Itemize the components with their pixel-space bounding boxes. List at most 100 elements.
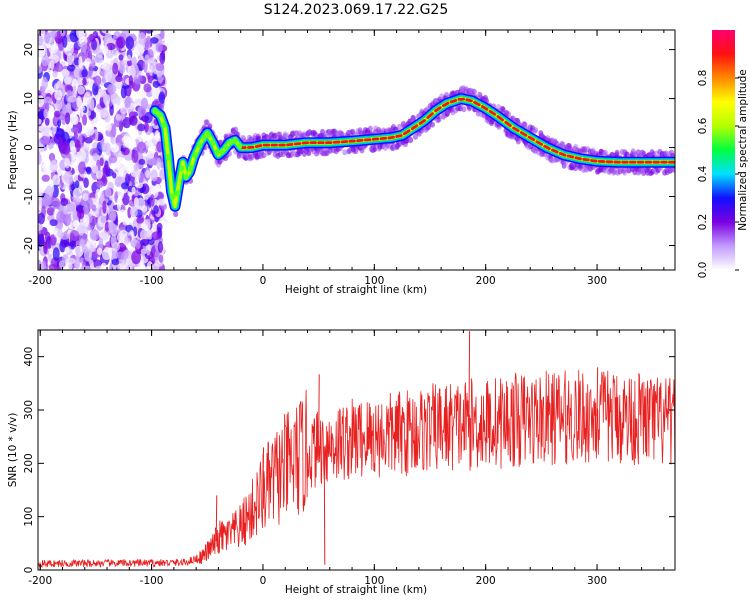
- noise-blob: [117, 209, 128, 220]
- x-tick-label: 0: [260, 275, 267, 287]
- snr-frame: [37, 329, 676, 571]
- y-tick-label: 10: [23, 92, 35, 105]
- colorbar-tick-label: 0.8: [697, 70, 709, 87]
- noise-blob: [102, 200, 107, 214]
- noise-blob: [96, 48, 104, 59]
- noise-blob: [62, 35, 68, 48]
- noise-blob: [158, 91, 166, 105]
- noise-blob: [49, 159, 58, 173]
- noise-blob: [122, 192, 130, 206]
- noise-blob: [49, 219, 58, 227]
- noise-blob: [45, 87, 54, 96]
- snr-x-axis: -200 -100 0 100 200 300: [28, 330, 665, 587]
- ridge-halo: [477, 91, 483, 98]
- noise-blob: [52, 174, 61, 186]
- noise-blob: [117, 186, 125, 200]
- noise-blob: [144, 111, 153, 124]
- noise-blob: [136, 141, 147, 154]
- ridge-core: [196, 141, 202, 149]
- noise-blob: [78, 161, 86, 175]
- ridge-core: [473, 100, 481, 107]
- ridge-core: [205, 131, 211, 139]
- ridge-halo: [515, 138, 521, 145]
- noise-blob: [112, 172, 117, 179]
- noise-blob: [66, 52, 74, 66]
- noise-blob: [91, 164, 99, 174]
- noise-blob: [110, 143, 120, 153]
- noise-blob: [145, 169, 151, 179]
- noise-blob: [103, 45, 109, 54]
- ridge-core: [228, 138, 234, 146]
- noise-blob: [82, 114, 88, 126]
- ridge-core: [527, 135, 536, 142]
- noise-blob: [129, 206, 138, 218]
- noise-blob: [104, 221, 110, 232]
- noise-blob: [147, 96, 153, 105]
- noise-blob: [56, 211, 66, 224]
- y-tick-label: 0: [23, 144, 35, 151]
- noise-blob: [144, 120, 149, 133]
- noise-blob: [69, 140, 75, 151]
- noise-blob: [38, 259, 42, 270]
- ridge-core: [161, 121, 167, 129]
- noise-blob: [92, 153, 99, 162]
- ridge-halo: [397, 123, 403, 130]
- noise-blob: [81, 69, 88, 78]
- ridge-core: [254, 144, 263, 148]
- ridge-halo: [522, 121, 528, 128]
- ridge-core: [512, 126, 520, 133]
- noise-blob: [121, 182, 129, 190]
- noise-blob: [44, 96, 52, 106]
- noise-blob: [75, 253, 80, 266]
- noise-blob: [82, 193, 89, 202]
- ridge-core: [434, 106, 442, 113]
- noise-blob: [66, 103, 72, 113]
- y-tick-label: 200: [23, 453, 35, 473]
- noise-blob: [134, 43, 145, 57]
- noise-blob: [81, 245, 88, 254]
- ridge-core: [465, 98, 473, 103]
- noise-blob: [38, 185, 46, 193]
- noise-blob: [67, 64, 76, 72]
- signal-ridge: [149, 85, 675, 218]
- noise-blob: [70, 114, 79, 125]
- noise-blob: [150, 169, 158, 182]
- noise-blob: [129, 115, 138, 126]
- noise-blob: [40, 135, 50, 146]
- ridge-core: [551, 148, 559, 154]
- noise-blob: [85, 125, 95, 136]
- noise-blob: [80, 265, 87, 270]
- x-tick-label: 100: [364, 275, 384, 287]
- noise-blob: [112, 62, 119, 75]
- spectrogram-x-label: Height of straight line (km): [285, 284, 427, 296]
- snr-spike: [262, 447, 265, 493]
- noise-blob: [89, 97, 95, 111]
- ridge-halo: [461, 106, 467, 113]
- noise-blob: [38, 212, 45, 225]
- noise-blob: [44, 31, 51, 44]
- noise-blob: [94, 75, 102, 86]
- noise-blob: [96, 170, 103, 179]
- ridge-core: [286, 142, 294, 147]
- noise-blob: [139, 238, 150, 247]
- noise-blob: [119, 229, 128, 239]
- x-tick-label: 100: [364, 575, 384, 587]
- noise-blob: [38, 151, 41, 165]
- noise-blob: [116, 36, 126, 49]
- ridge-halo: [614, 149, 620, 156]
- noise-blob: [120, 85, 127, 99]
- snr-y-axis: 0 100 200 300 400: [23, 347, 675, 573]
- noise-blob: [86, 197, 93, 205]
- noise-blob: [48, 106, 55, 119]
- noise-blob: [122, 116, 132, 129]
- colorbar-ticks: 0.0 0.2 0.4 0.6 0.8: [697, 70, 739, 278]
- spectrogram-area: [38, 30, 675, 270]
- ridge-core: [219, 148, 225, 156]
- noise-blob: [64, 246, 70, 254]
- ridge-core: [210, 139, 216, 146]
- noise-blob: [100, 110, 109, 117]
- snr-series-line: [38, 369, 675, 568]
- x-tick-label: -200: [28, 275, 52, 287]
- x-tick-label: 0: [260, 575, 267, 587]
